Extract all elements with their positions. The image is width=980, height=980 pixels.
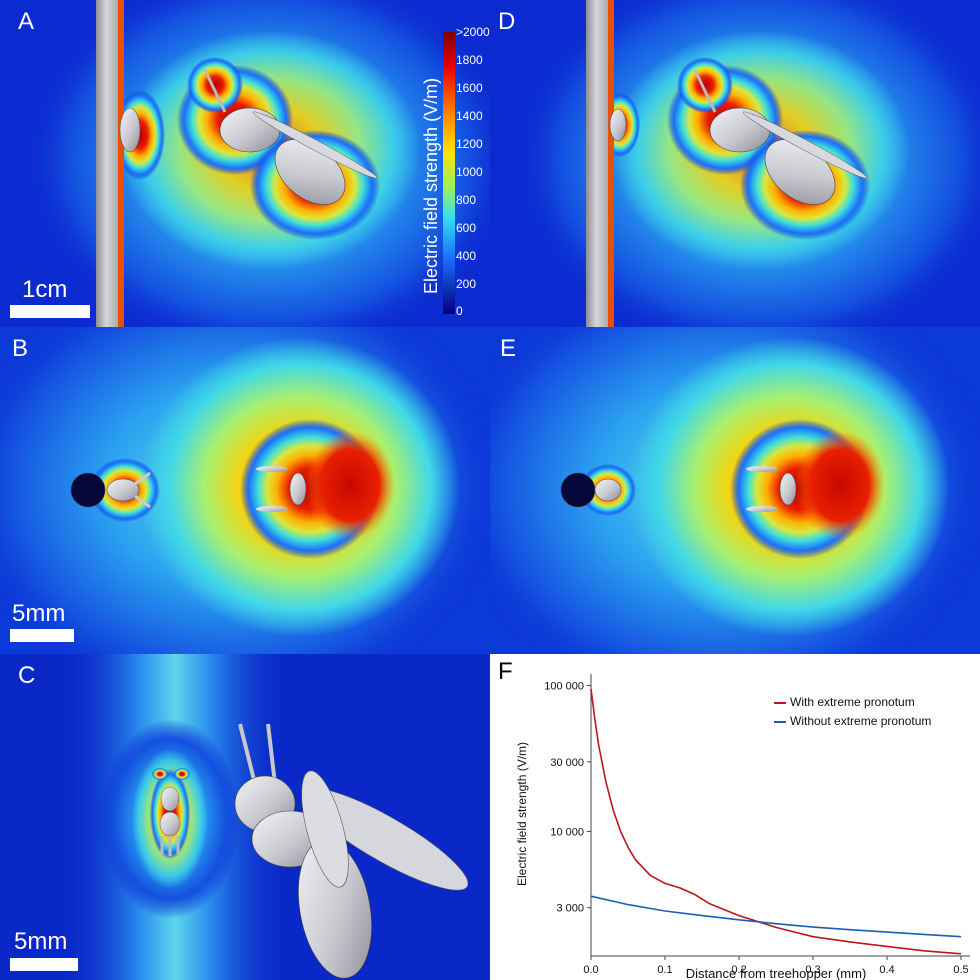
scale-bar xyxy=(10,958,78,971)
panel-label: F xyxy=(498,658,513,685)
line-chart: 0.0 0.1 0.2 0.3 0.4 0.5 3 000 10 000 30 000 100 0… xyxy=(515,674,970,980)
x-axis-label: Distance from treehopper (mm) xyxy=(686,966,867,980)
series-line-with-pronotum xyxy=(590,688,962,955)
panel-label: A xyxy=(18,8,35,35)
y-tick-label: 10 000 xyxy=(550,826,584,838)
panel-b: B 5mm xyxy=(0,327,490,654)
colorbar-tick: 400 xyxy=(456,249,477,263)
colorbar xyxy=(443,32,455,314)
scale-bar-label: 5mm xyxy=(14,928,68,955)
colorbar-tick: 1200 xyxy=(456,137,483,151)
y-tick-label: 30 000 xyxy=(550,757,584,769)
y-tick-label: 100 000 xyxy=(544,681,584,693)
legend-label: Without extreme pronotum xyxy=(790,714,932,728)
scale-bar xyxy=(10,629,74,642)
legend-swatch xyxy=(774,701,786,704)
colorbar-tick: 1400 xyxy=(456,109,483,123)
colorbar-title: Electric field strength (V/m) xyxy=(421,77,441,294)
panel-e: E xyxy=(490,327,980,654)
legend-swatch xyxy=(774,720,786,723)
panel-f: F 0.0 0.1 0.2 0.3 0.4 0.5 3 000 10 000 30 000 100… xyxy=(490,654,980,980)
panel-label: C xyxy=(18,662,36,689)
colorbar-tick: 200 xyxy=(456,277,477,291)
colorbar-tick: 0 xyxy=(456,304,463,318)
y-tick-label: 3 000 xyxy=(556,903,584,915)
field-map-a xyxy=(0,0,490,327)
colorbar-tick: 800 xyxy=(456,193,477,207)
colorbar-tick: 1600 xyxy=(456,81,483,95)
legend-item-with: With extreme pronotum xyxy=(774,695,915,709)
x-tick-label: 0.3 xyxy=(805,964,820,976)
scale-bar-label: 1cm xyxy=(22,276,68,303)
panel-a: A 1cm Electric field strength (V/m) >200… xyxy=(0,0,490,327)
panel-label: D xyxy=(498,8,516,35)
x-tick-label: 0.1 xyxy=(657,964,672,976)
colorbar-tick: 600 xyxy=(456,221,477,235)
scale-bar-label: 5mm xyxy=(12,600,66,627)
x-tick-label: 0.4 xyxy=(879,964,894,976)
panel-label: B xyxy=(12,335,29,362)
scale-bar xyxy=(10,305,90,318)
field-map-e xyxy=(490,327,980,654)
field-map-d xyxy=(490,0,980,327)
series-line-without-pronotum xyxy=(590,895,962,938)
legend-label: With extreme pronotum xyxy=(790,695,915,709)
field-map-c xyxy=(0,654,490,980)
colorbar-tick: 1000 xyxy=(456,165,483,179)
panel-label: E xyxy=(500,335,517,362)
field-map-b xyxy=(0,327,490,654)
y-axis-label: Electric field strength (V/m) xyxy=(515,742,529,886)
x-tick-label: 0.5 xyxy=(953,964,968,976)
panel-c: C 5mm xyxy=(0,654,490,980)
x-tick-label: 0.2 xyxy=(731,964,746,976)
panel-d: D xyxy=(490,0,980,327)
colorbar-tick: 1800 xyxy=(456,53,483,67)
x-tick-label: 0.0 xyxy=(583,964,598,976)
legend-item-without: Without extreme pronotum xyxy=(774,714,931,728)
colorbar-tick: >2000 xyxy=(456,25,490,39)
